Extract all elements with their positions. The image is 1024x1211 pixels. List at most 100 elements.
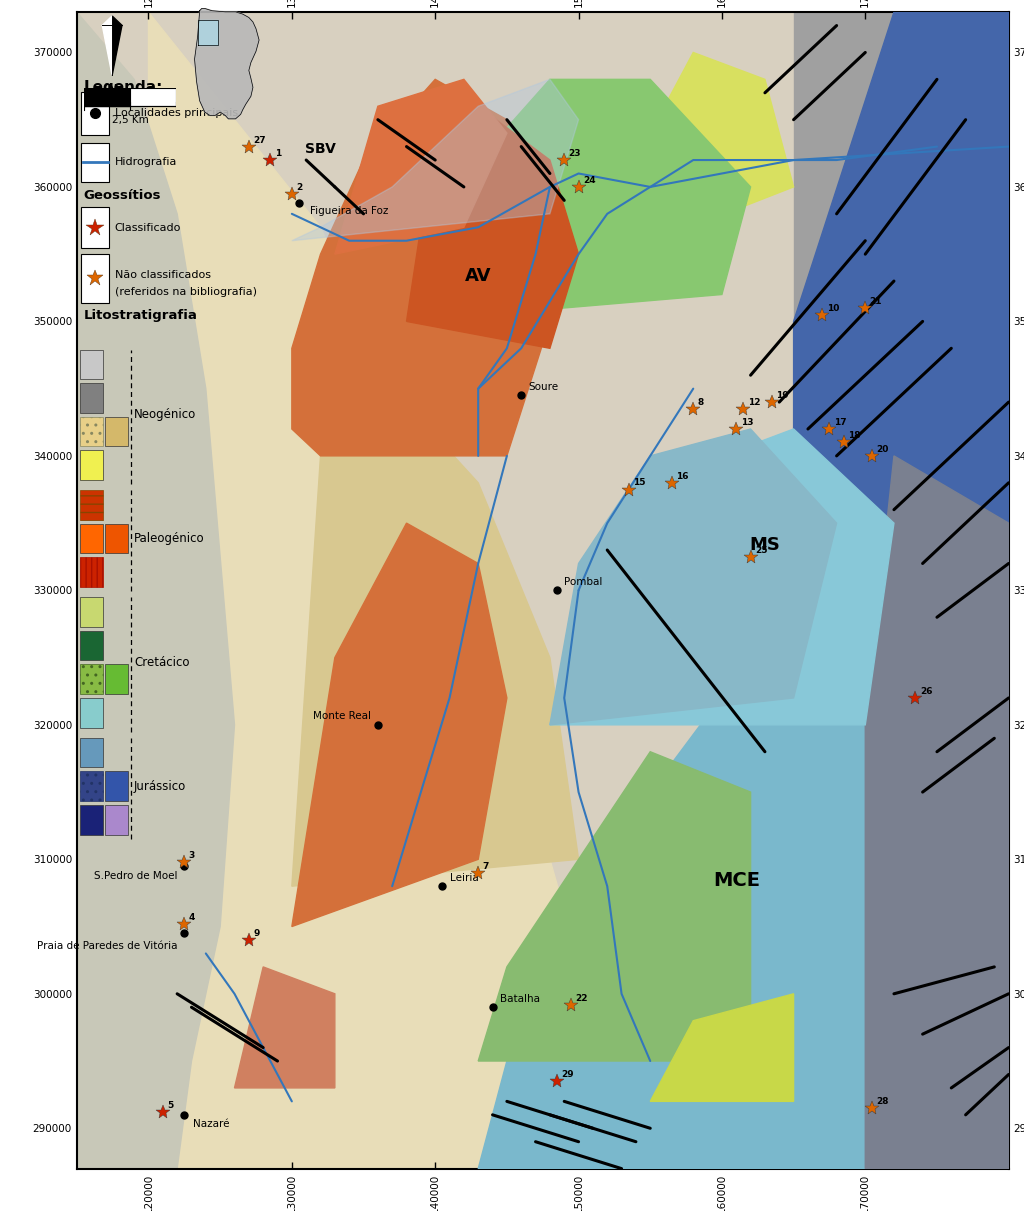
Polygon shape — [130, 88, 176, 105]
FancyBboxPatch shape — [80, 557, 103, 587]
Text: S.Pedro de Moel: S.Pedro de Moel — [93, 872, 177, 882]
Text: N: N — [106, 84, 118, 97]
Text: MCE: MCE — [713, 871, 760, 890]
Text: AV: AV — [465, 268, 492, 285]
FancyBboxPatch shape — [80, 597, 103, 627]
Polygon shape — [292, 523, 507, 926]
FancyBboxPatch shape — [82, 143, 109, 182]
Text: 7: 7 — [482, 862, 488, 871]
Text: 1: 1 — [274, 149, 281, 157]
FancyBboxPatch shape — [82, 254, 109, 303]
Text: Cretácico: Cretácico — [134, 656, 189, 668]
Text: Batalha: Batalha — [500, 994, 540, 1004]
Text: SBV: SBV — [305, 143, 336, 156]
Polygon shape — [102, 16, 113, 75]
Text: 13: 13 — [740, 418, 753, 427]
FancyBboxPatch shape — [80, 523, 103, 553]
Polygon shape — [77, 12, 234, 1169]
FancyBboxPatch shape — [105, 523, 128, 553]
Text: MS: MS — [750, 536, 780, 553]
Text: (referidos na bibliografia): (referidos na bibliografia) — [115, 287, 257, 297]
Text: Neogénico: Neogénico — [134, 408, 197, 421]
Text: 28: 28 — [877, 1097, 889, 1106]
Text: Hidrografia: Hidrografia — [115, 157, 177, 167]
Text: Classificado: Classificado — [115, 223, 181, 233]
Polygon shape — [335, 80, 507, 254]
Polygon shape — [794, 12, 1009, 1169]
Text: 23: 23 — [568, 149, 581, 157]
FancyBboxPatch shape — [105, 771, 128, 800]
Polygon shape — [550, 429, 837, 725]
Polygon shape — [407, 80, 751, 321]
Text: Monte Real: Monte Real — [312, 711, 371, 722]
Text: Não classificados: Não classificados — [115, 270, 211, 280]
Text: 10: 10 — [826, 304, 839, 312]
Text: Figueira da Foz: Figueira da Foz — [310, 206, 389, 216]
Polygon shape — [195, 8, 259, 119]
Polygon shape — [84, 88, 130, 105]
Text: 9: 9 — [253, 929, 259, 939]
FancyBboxPatch shape — [80, 350, 103, 379]
Polygon shape — [292, 389, 579, 886]
FancyBboxPatch shape — [80, 383, 103, 413]
Text: 21: 21 — [869, 297, 882, 306]
Text: 8: 8 — [697, 397, 703, 407]
Text: 29: 29 — [561, 1071, 574, 1079]
Polygon shape — [113, 16, 122, 75]
Text: 25: 25 — [755, 546, 767, 555]
Text: Litostratigrafia: Litostratigrafia — [84, 309, 198, 322]
Text: 22: 22 — [575, 993, 588, 1003]
Polygon shape — [865, 455, 1009, 1169]
Text: Soure: Soure — [528, 381, 558, 392]
Polygon shape — [622, 52, 794, 254]
Polygon shape — [478, 563, 1009, 1169]
FancyBboxPatch shape — [80, 490, 103, 520]
Polygon shape — [794, 12, 1009, 563]
Text: Legenda:: Legenda: — [84, 80, 163, 96]
FancyBboxPatch shape — [105, 805, 128, 834]
FancyBboxPatch shape — [80, 698, 103, 728]
Text: 17: 17 — [834, 418, 847, 427]
Text: 4: 4 — [188, 913, 195, 922]
Polygon shape — [650, 994, 794, 1101]
FancyBboxPatch shape — [80, 805, 103, 834]
Text: Localidades principais: Localidades principais — [115, 108, 238, 119]
Polygon shape — [234, 966, 335, 1087]
Polygon shape — [292, 80, 579, 241]
FancyBboxPatch shape — [80, 450, 103, 480]
Text: 24: 24 — [583, 176, 596, 185]
Polygon shape — [292, 80, 550, 455]
Text: Leiria: Leiria — [450, 873, 478, 883]
Polygon shape — [148, 12, 650, 1169]
FancyBboxPatch shape — [105, 417, 128, 447]
Text: 15: 15 — [633, 478, 645, 488]
Text: 26: 26 — [920, 687, 932, 696]
FancyBboxPatch shape — [80, 737, 103, 768]
Text: Pombal: Pombal — [564, 576, 602, 587]
Text: 5: 5 — [167, 1101, 173, 1110]
FancyBboxPatch shape — [82, 92, 109, 134]
FancyBboxPatch shape — [80, 417, 103, 447]
Text: 12: 12 — [748, 397, 760, 407]
Text: 19: 19 — [776, 391, 790, 400]
Polygon shape — [407, 107, 579, 349]
Text: Praia de Paredes de Vitória: Praia de Paredes de Vitória — [37, 941, 177, 952]
FancyBboxPatch shape — [80, 665, 103, 694]
Text: 2,5 Km: 2,5 Km — [112, 115, 148, 125]
FancyBboxPatch shape — [82, 207, 109, 248]
FancyBboxPatch shape — [105, 665, 128, 694]
Text: Paleogénico: Paleogénico — [134, 532, 205, 545]
FancyBboxPatch shape — [80, 631, 103, 660]
Text: 27: 27 — [253, 136, 266, 144]
Polygon shape — [550, 429, 894, 725]
Text: 18: 18 — [848, 431, 860, 441]
FancyBboxPatch shape — [80, 771, 103, 800]
Polygon shape — [198, 19, 218, 45]
Polygon shape — [478, 752, 751, 1061]
Text: 16: 16 — [676, 472, 688, 481]
Text: 3: 3 — [188, 851, 195, 860]
Text: 2: 2 — [296, 183, 302, 191]
Text: Jurássico: Jurássico — [134, 780, 186, 793]
Text: Nazaré: Nazaré — [193, 1119, 229, 1129]
Text: 20: 20 — [877, 444, 889, 454]
